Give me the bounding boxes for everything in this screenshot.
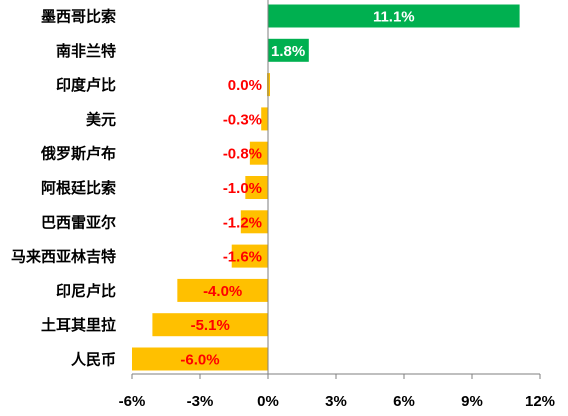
category-label-5: 阿根廷比索: [41, 179, 116, 197]
category-label-4: 俄罗斯卢布: [40, 145, 116, 163]
x-axis: -6% -3% 0% 3% 6% 9% 12%: [119, 373, 555, 410]
x-tick-label-5: 9%: [461, 393, 483, 410]
x-tick-label-3: 3%: [325, 393, 347, 410]
data-label-2: 0.0%: [228, 77, 262, 94]
x-tick-label-0: -6%: [119, 393, 146, 410]
data-label-9: -5.1%: [191, 317, 230, 334]
bar-9: [152, 313, 268, 337]
x-tick-label-4: 6%: [393, 393, 415, 410]
x-tick-label-6: 12%: [525, 393, 555, 410]
category-label-6: 巴西雷亚尔: [41, 213, 116, 231]
bar-8: [177, 278, 268, 302]
category-label-1: 南非兰特: [56, 42, 116, 60]
bar-1: [268, 38, 309, 62]
bar-0: [268, 4, 520, 28]
data-label-4: -0.8%: [223, 146, 262, 163]
category-label-8: 印尼卢比: [56, 282, 116, 300]
bar-10: [132, 347, 268, 371]
category-label-10: 人民币: [71, 351, 116, 369]
data-label-1: 1.8%: [271, 43, 305, 60]
bar-4: [249, 141, 268, 165]
data-labels: 11.1% 1.8% 0.0% -0.3% -0.8% -1.0% -1.2% -1.6% -4…: [180, 9, 414, 369]
data-label-6: -1.2%: [223, 214, 262, 231]
data-label-10: -6.0%: [180, 352, 219, 369]
category-label-9: 土耳其里拉: [41, 316, 116, 334]
data-label-8: -4.0%: [203, 283, 242, 300]
data-label-0: 11.1%: [373, 9, 415, 26]
data-label-7: -1.6%: [223, 249, 262, 266]
bar-5: [245, 176, 268, 199]
bar-6: [240, 210, 268, 234]
bars-group: [132, 4, 520, 371]
category-label-2: 印度卢比: [56, 76, 116, 94]
bar-7: [231, 244, 268, 268]
data-label-3: -0.3%: [223, 111, 262, 128]
x-tick-label-2: 0%: [257, 393, 279, 410]
category-labels: 墨西哥比索南非兰特印度卢比美元俄罗斯卢布阿根廷比索巴西雷亚尔马来西亚林吉特印尼卢…: [11, 8, 116, 369]
category-label-0: 墨西哥比索: [41, 8, 116, 26]
data-label-5: -1.0%: [223, 180, 262, 197]
category-label-7: 马来西亚林吉特: [11, 248, 116, 266]
bar-3: [261, 107, 268, 131]
x-tick-label-1: -3%: [187, 393, 214, 410]
category-label-3: 美元: [86, 110, 116, 128]
